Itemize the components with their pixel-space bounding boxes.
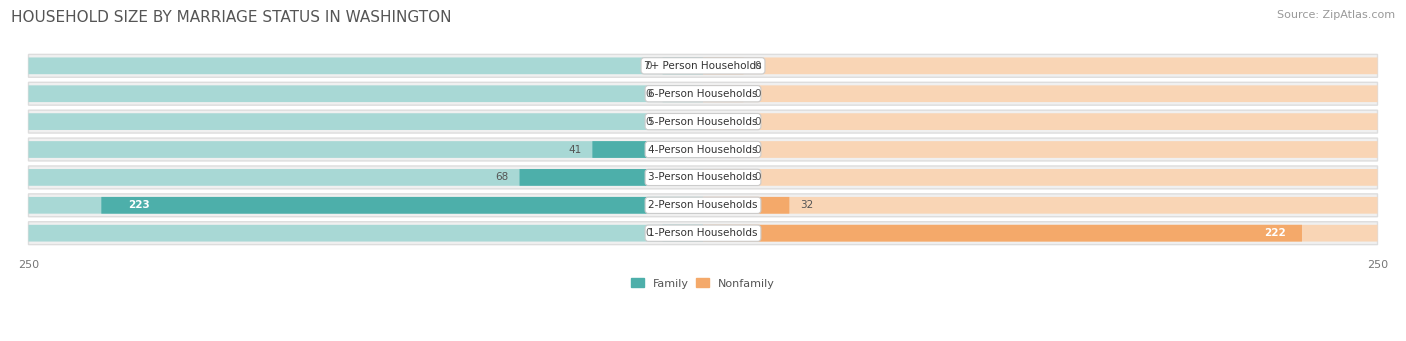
FancyBboxPatch shape <box>662 58 703 74</box>
Text: 1-Person Households: 1-Person Households <box>648 228 758 238</box>
FancyBboxPatch shape <box>28 110 1378 133</box>
Text: 0: 0 <box>754 117 761 127</box>
Text: 3-Person Households: 3-Person Households <box>648 173 758 182</box>
Text: 0: 0 <box>645 228 652 238</box>
FancyBboxPatch shape <box>28 113 703 130</box>
FancyBboxPatch shape <box>520 169 703 186</box>
FancyBboxPatch shape <box>703 141 744 158</box>
FancyBboxPatch shape <box>28 166 1378 189</box>
Text: 223: 223 <box>128 200 150 210</box>
FancyBboxPatch shape <box>28 197 703 214</box>
FancyBboxPatch shape <box>28 194 1378 217</box>
FancyBboxPatch shape <box>28 225 703 241</box>
FancyBboxPatch shape <box>662 225 703 241</box>
FancyBboxPatch shape <box>28 141 703 158</box>
Text: 7+ Person Households: 7+ Person Households <box>644 61 762 71</box>
FancyBboxPatch shape <box>703 85 1378 102</box>
FancyBboxPatch shape <box>703 85 744 102</box>
Text: 6-Person Households: 6-Person Households <box>648 89 758 99</box>
Text: 4-Person Households: 4-Person Households <box>648 145 758 154</box>
Text: 0: 0 <box>645 61 652 71</box>
FancyBboxPatch shape <box>28 58 703 74</box>
FancyBboxPatch shape <box>28 169 703 186</box>
Text: 0: 0 <box>754 173 761 182</box>
FancyBboxPatch shape <box>703 58 744 74</box>
Text: 0: 0 <box>754 145 761 154</box>
Text: 0: 0 <box>645 89 652 99</box>
Legend: Family, Nonfamily: Family, Nonfamily <box>631 278 775 288</box>
FancyBboxPatch shape <box>703 197 1378 214</box>
FancyBboxPatch shape <box>703 113 744 130</box>
FancyBboxPatch shape <box>28 82 1378 105</box>
FancyBboxPatch shape <box>592 141 703 158</box>
Text: 0: 0 <box>754 89 761 99</box>
Text: 0: 0 <box>645 117 652 127</box>
Text: 0: 0 <box>754 61 761 71</box>
FancyBboxPatch shape <box>703 169 744 186</box>
FancyBboxPatch shape <box>703 113 1378 130</box>
FancyBboxPatch shape <box>101 197 703 214</box>
FancyBboxPatch shape <box>662 85 703 102</box>
FancyBboxPatch shape <box>703 141 1378 158</box>
Text: 222: 222 <box>1264 228 1285 238</box>
Text: 5-Person Households: 5-Person Households <box>648 117 758 127</box>
FancyBboxPatch shape <box>703 169 1378 186</box>
FancyBboxPatch shape <box>28 222 1378 244</box>
FancyBboxPatch shape <box>662 113 703 130</box>
FancyBboxPatch shape <box>703 225 1378 241</box>
FancyBboxPatch shape <box>28 138 1378 161</box>
FancyBboxPatch shape <box>28 85 703 102</box>
FancyBboxPatch shape <box>28 55 1378 77</box>
Text: 2-Person Households: 2-Person Households <box>648 200 758 210</box>
Text: HOUSEHOLD SIZE BY MARRIAGE STATUS IN WASHINGTON: HOUSEHOLD SIZE BY MARRIAGE STATUS IN WAS… <box>11 10 451 25</box>
Text: 41: 41 <box>568 145 582 154</box>
FancyBboxPatch shape <box>703 58 1378 74</box>
Text: Source: ZipAtlas.com: Source: ZipAtlas.com <box>1277 10 1395 20</box>
FancyBboxPatch shape <box>703 197 789 214</box>
FancyBboxPatch shape <box>703 225 1302 241</box>
Text: 68: 68 <box>495 173 509 182</box>
Text: 32: 32 <box>800 200 814 210</box>
